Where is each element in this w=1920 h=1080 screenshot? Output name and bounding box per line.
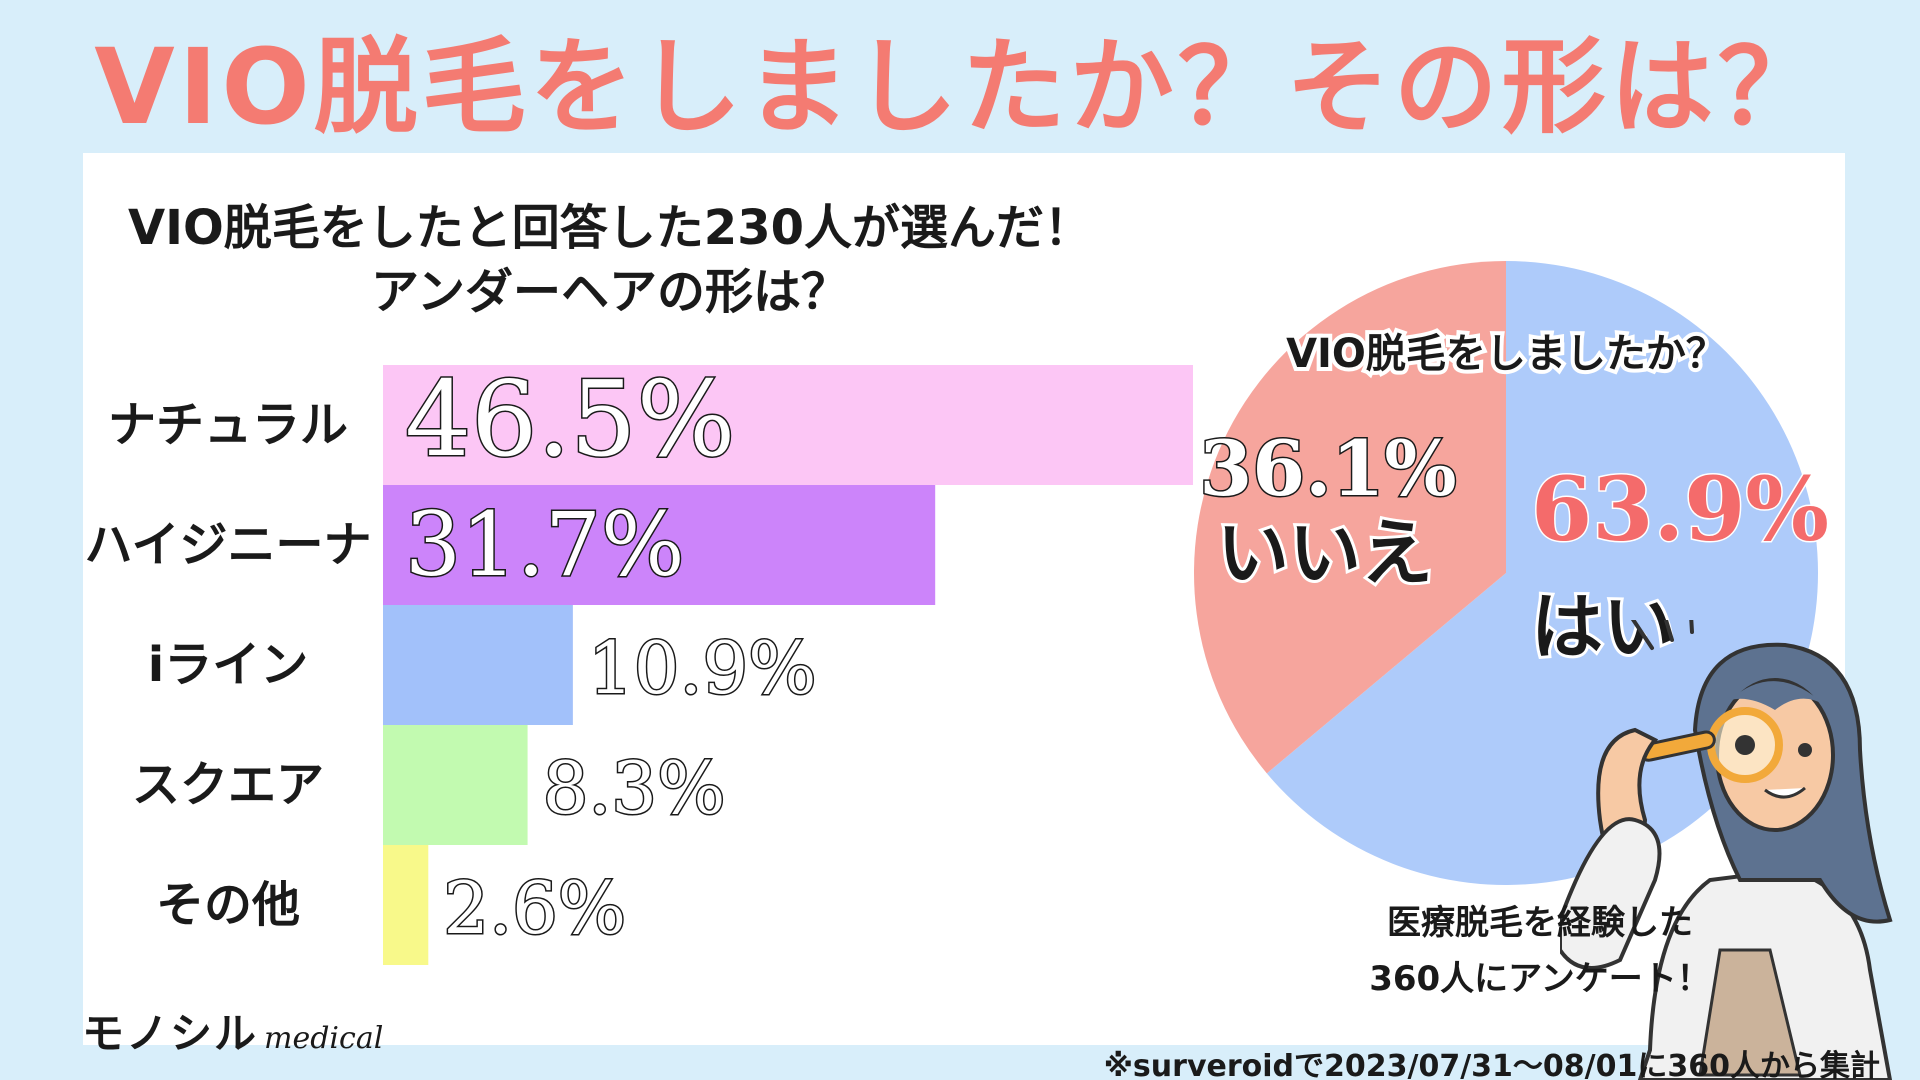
bar-chart-title: VIO脱毛をしたと回答した230人が選んだ！ アンダーヘアの形は？ [70,196,1150,324]
bar-value-label: 2.6% [443,866,626,950]
survey-note-line2: 360人にアンケート！ [1369,959,1711,999]
pie-slice-label: はい [1531,585,1675,669]
brand-logo-sub: medical [264,1021,384,1056]
pie-value-label: 63.9% [1531,457,1829,561]
bar-value-label: 31.7% [405,493,685,596]
brand-logo-text: モノシル [82,1009,259,1058]
bar [383,845,429,965]
bar [383,485,936,605]
bar-category-label: スクエア [132,757,324,813]
bar-category-label: ハイジニーナ [84,517,371,573]
brand-logo: モノシル medical [82,1000,383,1060]
pie-value-label: 36.1% [1199,424,1456,513]
bar [383,365,1193,485]
bar [383,605,573,725]
pie-slice [1194,261,1506,774]
bar-category-label: その他 [156,877,300,933]
bar-value-label: 8.3% [543,746,726,830]
survey-note-line1: 医療脱毛を経験した [1387,903,1693,943]
bar-chart-title-line2: アンダーヘアの形は？ [370,264,850,320]
bar [383,725,528,845]
bar-value-label: 10.9% [588,626,817,710]
bar-category-label: iライン [148,637,308,693]
survey-note: 医療脱毛を経験した 360人にアンケート！ [1360,895,1720,1007]
bar-chart-title-line1: VIO脱毛をしたと回答した230人が選んだ！ [127,200,1092,256]
bar-category-label: ナチュラル [108,397,348,453]
woman-with-magnifier-illustration [1560,620,1893,1080]
page-title: VIO脱毛をしましたか？その形は？ [94,26,1826,148]
source-footnote: ※surveroidで2023/07/31～08/01に360人から集計 [1103,1049,1880,1080]
pie-slice-label: いいえ [1217,511,1433,595]
pie-slice [1266,261,1819,886]
bar-value-label: 46.5% [405,358,735,480]
pie-chart-title: VIO脱毛をしましたか？ [1286,331,1726,377]
